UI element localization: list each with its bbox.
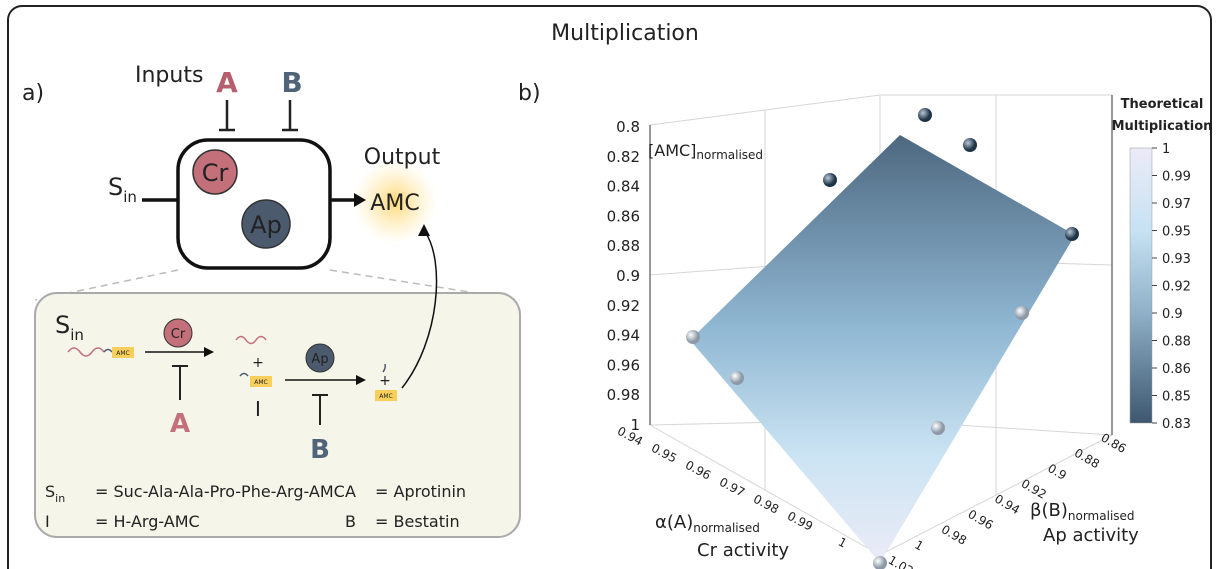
colorbar xyxy=(1130,148,1152,423)
colorbar-tick-label: 0.88 xyxy=(1162,335,1191,350)
enzyme-label: Ap xyxy=(311,352,328,367)
z-tick-label: 0.86 xyxy=(607,207,640,225)
colorbar-title: Theoretical xyxy=(1121,97,1204,112)
enzyme-label: Cr xyxy=(171,327,186,342)
inputs-label: Inputs xyxy=(135,63,203,88)
tag-label: AMC xyxy=(379,393,392,400)
y-tick-label: 0.92 xyxy=(1019,476,1049,501)
colorbar-tick-label: 0.9 xyxy=(1162,307,1183,322)
x-tick-label: 1 xyxy=(836,535,849,551)
symbol: A xyxy=(345,482,356,501)
subscript: in xyxy=(55,492,65,505)
symbol: β(B) xyxy=(1030,500,1068,521)
intermediate: I xyxy=(255,397,261,421)
plus: + xyxy=(379,373,391,389)
output-label: Output xyxy=(364,145,441,170)
z-tick-label: 0.96 xyxy=(607,356,640,374)
inhibitor: B xyxy=(310,435,330,465)
colorbar-tick-label: 0.95 xyxy=(1162,225,1191,240)
z-tick-label: 0.92 xyxy=(607,297,640,315)
product: AMC xyxy=(370,191,419,216)
subscript: normalised xyxy=(696,148,763,162)
legend-text: = Suc-Ala-Ala-Pro-Phe-Arg-AMC xyxy=(95,482,345,501)
x-tick-label: 0.96 xyxy=(683,458,713,483)
subscript: normalised xyxy=(693,521,760,535)
y-tick-label: 0.88 xyxy=(1072,446,1102,471)
z-tick-label: 0.84 xyxy=(607,178,640,196)
symbol: S xyxy=(55,311,70,339)
symbol: I xyxy=(45,512,50,531)
subscript: normalised xyxy=(1068,509,1135,523)
y-tick-label: 0.96 xyxy=(966,507,996,532)
colorbar-tick-label: 0.86 xyxy=(1162,362,1191,377)
x-label: α(A)normalised xyxy=(655,512,760,535)
x-tick-label: 0.97 xyxy=(717,475,747,500)
y-tick-label: 0.98 xyxy=(939,522,969,547)
panel-label: a) xyxy=(22,81,44,106)
symbol: α(A) xyxy=(655,512,693,533)
symbol: S xyxy=(108,173,123,201)
y-tick-label: 0.86 xyxy=(1099,430,1129,455)
input-b: B xyxy=(281,66,302,99)
tag-label: AMC xyxy=(254,379,267,386)
x-tick-label: 0.95 xyxy=(649,441,679,466)
colorbar-tick-label: 1 xyxy=(1162,142,1170,157)
colorbar-tick-label: 0.92 xyxy=(1162,280,1191,295)
colorbar-tick-label: 0.99 xyxy=(1162,170,1191,185)
colorbar-tick-label: 0.83 xyxy=(1162,417,1191,432)
symbol: [AMC] xyxy=(648,141,696,160)
y-tick-label: 0.9 xyxy=(1045,461,1069,483)
y-label: β(B)normalised xyxy=(1030,500,1135,523)
legend-text: = Bestatin xyxy=(375,512,460,531)
colorbar-tick-label: 0.85 xyxy=(1162,390,1191,405)
z-tick-label: 0.94 xyxy=(607,327,640,345)
colorbar-tick-label: 0.97 xyxy=(1162,197,1191,212)
figure: Multiplication a) Inputs A B Cr Ap Sin A… xyxy=(0,0,1219,569)
z-tick-label: 0.88 xyxy=(607,237,640,255)
x-tick-label: 0.94 xyxy=(615,424,645,449)
legend-text: = H-Arg-AMC xyxy=(95,512,200,531)
z-label: [AMC]normalised xyxy=(648,141,763,162)
y-tick-label: 0.94 xyxy=(992,492,1022,517)
tag-label: AMC xyxy=(116,350,129,357)
z-tick-label: 0.8 xyxy=(616,118,640,136)
panel-label: b) xyxy=(518,81,541,106)
enzyme-label: Cr xyxy=(202,159,229,187)
inhibitor: A xyxy=(170,409,190,439)
legend-symbol: I xyxy=(45,512,50,531)
plus: + xyxy=(252,355,264,371)
z-tick-label: 0.98 xyxy=(607,386,640,404)
colorbar-tick-label: 0.93 xyxy=(1162,252,1191,267)
subscript: in xyxy=(123,188,137,206)
enzyme-label: Ap xyxy=(250,211,282,239)
title: Multiplication xyxy=(551,21,699,46)
input-a: A xyxy=(216,66,238,99)
symbol: B xyxy=(345,512,356,531)
y-tick-label: 1 xyxy=(912,538,926,554)
surface xyxy=(690,135,1075,563)
legend-text: = Aprotinin xyxy=(375,482,466,501)
x-label-2: Cr activity xyxy=(697,540,789,561)
subscript: in xyxy=(70,326,84,344)
z-tick-label: 0.82 xyxy=(607,148,640,166)
inhibit-marks xyxy=(219,100,298,130)
y-label-2: Ap activity xyxy=(1043,525,1139,546)
x-tick-label: 0.98 xyxy=(751,492,781,517)
colorbar-title: Multiplication xyxy=(1112,119,1213,134)
substrate: Sin xyxy=(108,173,137,206)
z-tick-label: 0.9 xyxy=(616,267,640,285)
legend-symbol: B xyxy=(345,512,356,531)
y-tick-label: 1.02 xyxy=(886,553,916,569)
x-tick-label: 0.99 xyxy=(785,509,815,534)
symbol: S xyxy=(45,482,55,501)
legend-symbol: A xyxy=(345,482,356,501)
